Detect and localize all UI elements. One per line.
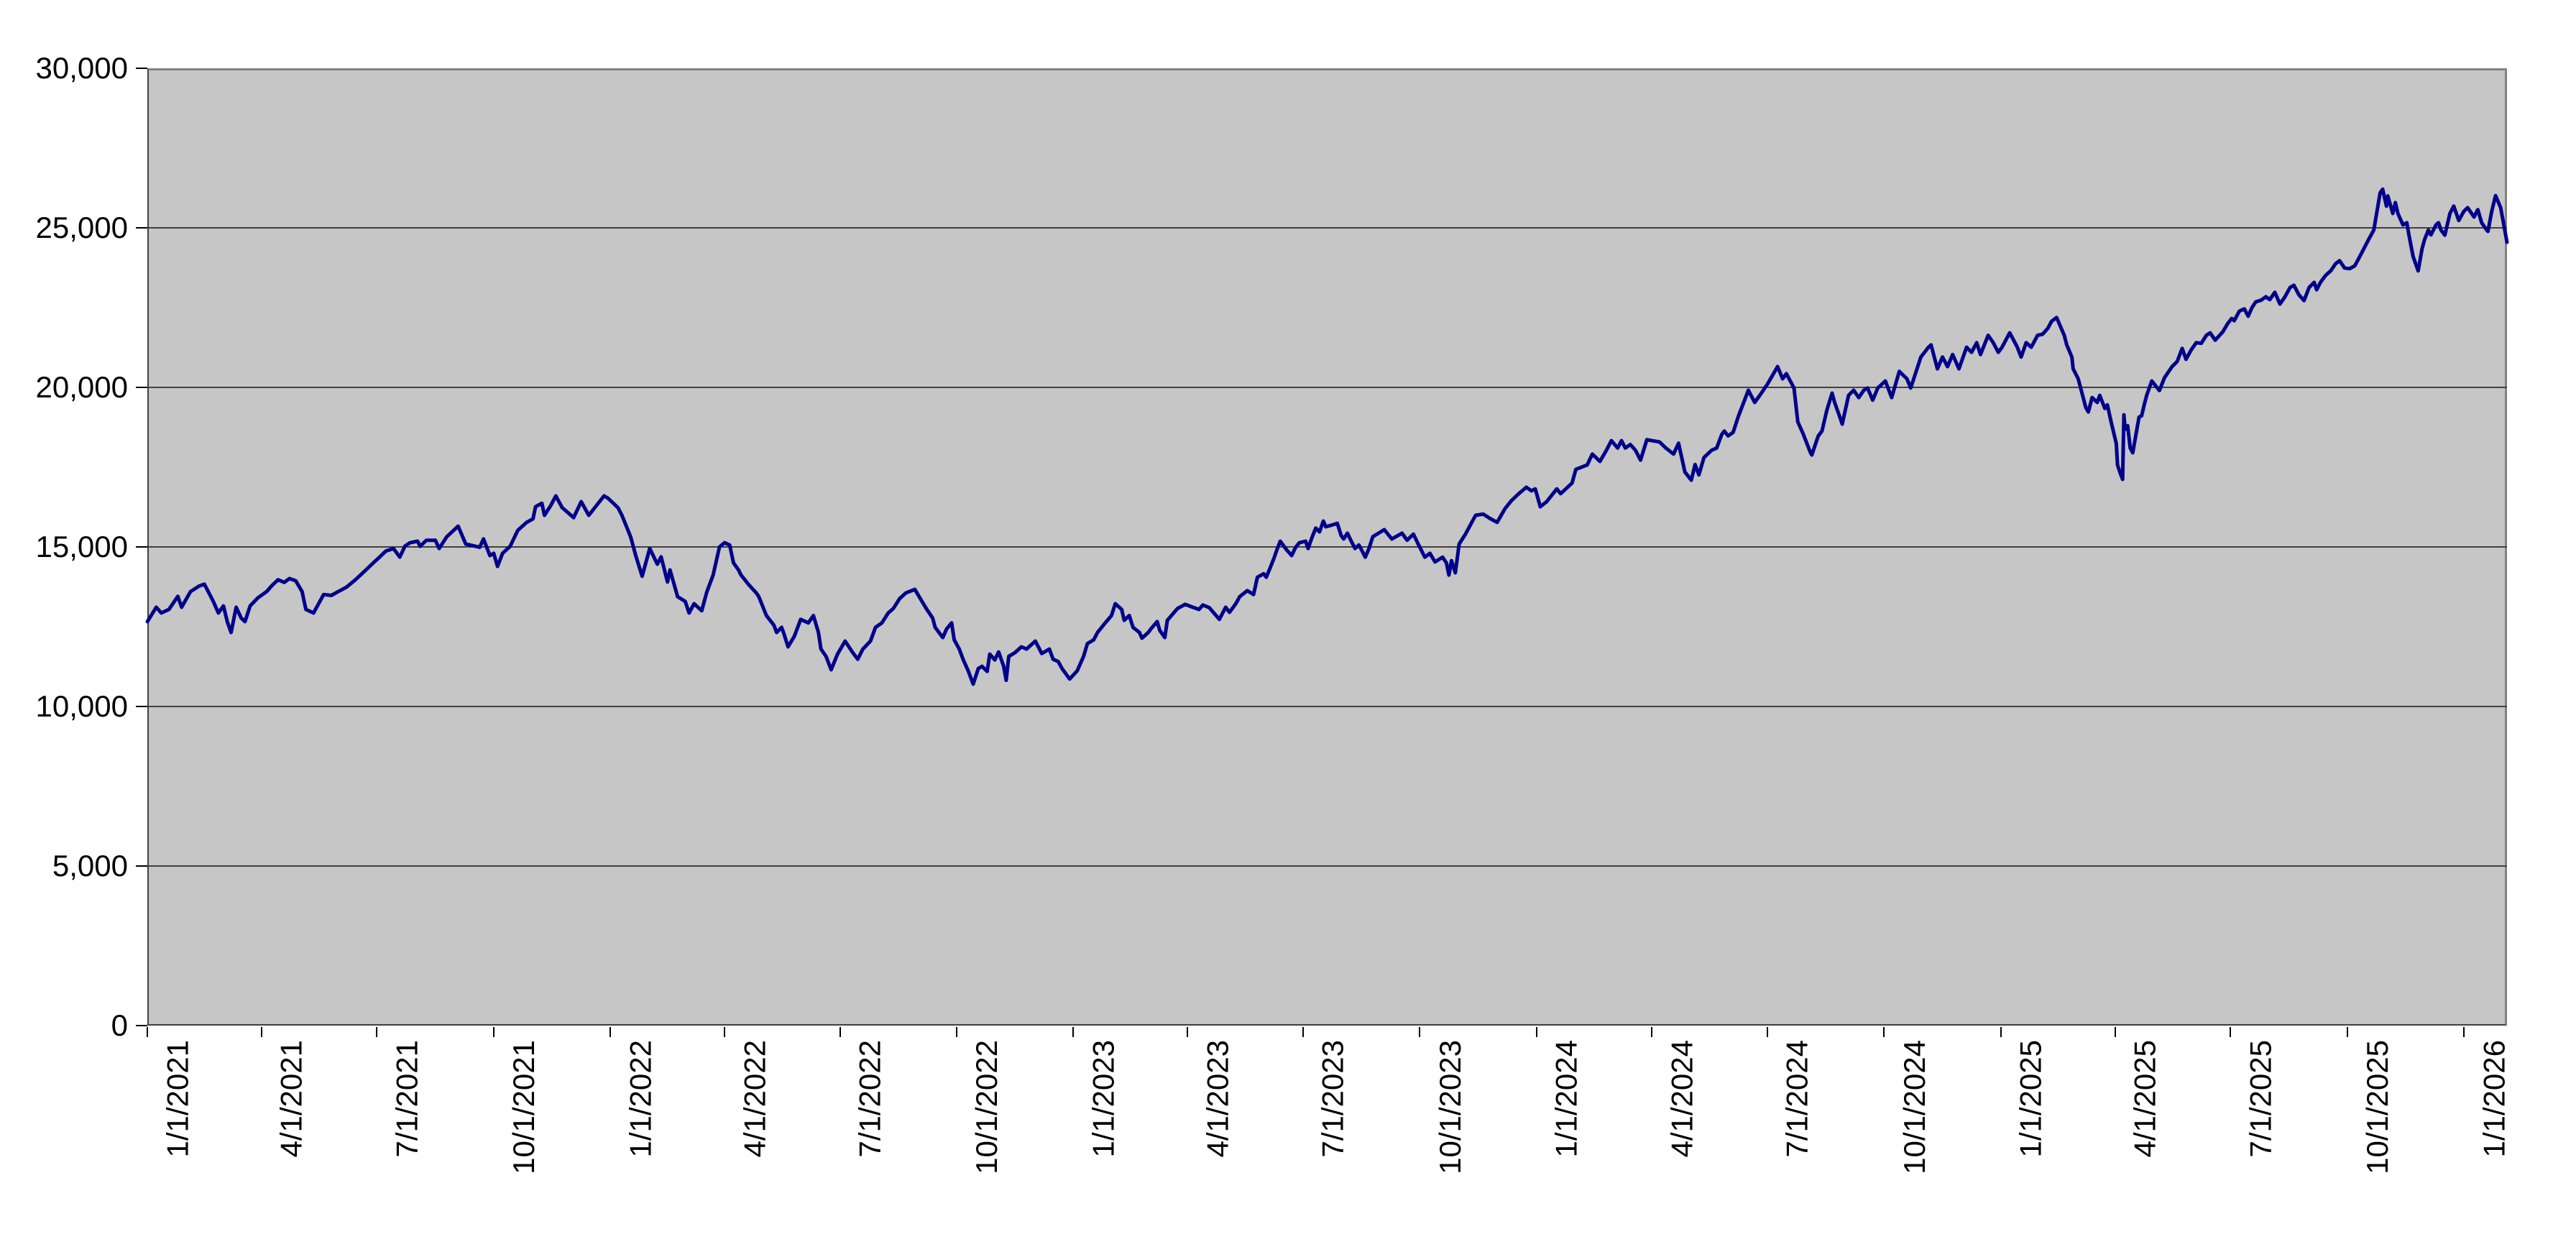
- gridline-10000: [147, 706, 2507, 707]
- y-tick-20000: [136, 387, 147, 388]
- x-tick: [610, 1027, 612, 1037]
- gridline-15000: [147, 546, 2507, 548]
- x-tick: [1419, 1027, 1421, 1037]
- price-line: [145, 187, 2509, 686]
- x-tick: [1883, 1027, 1885, 1037]
- x-tick: [2114, 1027, 2116, 1037]
- y-axis-label: 25,000: [35, 211, 128, 244]
- x-tick: [1651, 1027, 1653, 1037]
- x-tick: [2000, 1027, 2002, 1037]
- x-tick: [724, 1027, 726, 1037]
- x-tick: [492, 1027, 494, 1037]
- x-tick: [1766, 1027, 1768, 1037]
- y-tick-25000: [136, 227, 147, 229]
- x-tick: [956, 1027, 958, 1037]
- y-tick-15000: [136, 546, 147, 548]
- x-tick: [376, 1027, 378, 1037]
- y-axis-label: 15,000: [35, 530, 128, 563]
- x-tick: [2346, 1027, 2348, 1037]
- y-tick-10000: [136, 706, 147, 707]
- y-axis-label: 20,000: [35, 370, 128, 404]
- y-axis-label: 5,000: [52, 849, 128, 883]
- x-tick: [260, 1027, 262, 1037]
- x-tick: [1302, 1027, 1304, 1037]
- y-axis-label: 10,000: [35, 689, 128, 723]
- x-tick: [2462, 1027, 2465, 1037]
- y-axis-label: 30,000: [35, 51, 128, 85]
- x-tick: [2230, 1027, 2232, 1037]
- gridline-20000: [147, 387, 2507, 388]
- gridline-5000: [147, 865, 2507, 867]
- gridline-25000: [147, 227, 2507, 229]
- y-tick-0: [136, 1025, 147, 1026]
- x-tick: [839, 1027, 841, 1037]
- y-tick-30000: [136, 68, 147, 69]
- x-tick: [1187, 1027, 1189, 1037]
- y-axis-label: 0: [111, 1008, 128, 1042]
- x-tick: [147, 1027, 148, 1037]
- x-tick: [1072, 1027, 1075, 1037]
- x-tick: [1535, 1027, 1537, 1037]
- y-tick-5000: [136, 865, 147, 867]
